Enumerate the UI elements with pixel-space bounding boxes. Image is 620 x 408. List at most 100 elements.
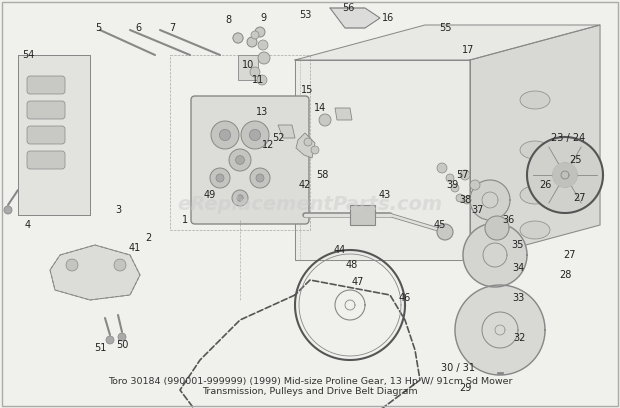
- Circle shape: [229, 149, 251, 171]
- Circle shape: [4, 206, 12, 214]
- FancyBboxPatch shape: [27, 101, 65, 119]
- Circle shape: [66, 259, 78, 271]
- Text: 7: 7: [169, 23, 175, 33]
- Ellipse shape: [520, 221, 550, 239]
- FancyBboxPatch shape: [27, 126, 65, 144]
- Polygon shape: [350, 205, 375, 225]
- Polygon shape: [330, 8, 380, 28]
- Circle shape: [232, 190, 248, 206]
- Text: 32: 32: [514, 333, 526, 343]
- Circle shape: [219, 129, 231, 141]
- Text: 47: 47: [352, 277, 364, 287]
- Text: 27: 27: [574, 193, 587, 203]
- Circle shape: [256, 174, 264, 182]
- Text: 57: 57: [456, 170, 468, 180]
- Text: 27: 27: [564, 250, 576, 260]
- Text: Toro 30184 (990001-999999) (1999) Mid-size Proline Gear, 13 Hp W/ 91cm Sd Mower
: Toro 30184 (990001-999999) (1999) Mid-si…: [108, 377, 512, 396]
- Text: 6: 6: [135, 23, 141, 33]
- Polygon shape: [470, 180, 510, 220]
- Polygon shape: [527, 137, 603, 213]
- Polygon shape: [18, 55, 90, 215]
- Text: 50: 50: [116, 340, 128, 350]
- Text: 34: 34: [512, 263, 524, 273]
- Circle shape: [258, 52, 270, 64]
- Polygon shape: [295, 60, 470, 260]
- Text: 41: 41: [129, 243, 141, 253]
- Circle shape: [216, 174, 224, 182]
- Text: 17: 17: [462, 45, 474, 55]
- Text: 52: 52: [272, 133, 284, 143]
- Circle shape: [319, 114, 331, 126]
- Polygon shape: [553, 163, 577, 187]
- Text: 51: 51: [94, 343, 106, 353]
- Circle shape: [241, 121, 269, 149]
- Circle shape: [463, 196, 471, 204]
- Text: 39: 39: [446, 180, 458, 190]
- Polygon shape: [470, 25, 600, 260]
- Text: 42: 42: [299, 180, 311, 190]
- Text: 54: 54: [22, 50, 34, 60]
- Text: 16: 16: [382, 13, 394, 23]
- Text: 12: 12: [262, 140, 274, 150]
- Text: 46: 46: [399, 293, 411, 303]
- Text: 8: 8: [225, 15, 231, 25]
- Polygon shape: [278, 125, 295, 138]
- Circle shape: [249, 129, 260, 141]
- Polygon shape: [238, 55, 258, 80]
- Circle shape: [470, 180, 480, 190]
- Text: 13: 13: [256, 107, 268, 117]
- Polygon shape: [296, 133, 315, 158]
- Circle shape: [460, 170, 470, 180]
- Circle shape: [237, 195, 243, 201]
- Circle shape: [437, 163, 447, 173]
- Ellipse shape: [520, 186, 550, 204]
- Circle shape: [446, 174, 454, 182]
- Circle shape: [258, 40, 268, 50]
- Text: 49: 49: [204, 190, 216, 200]
- FancyBboxPatch shape: [27, 151, 65, 169]
- Circle shape: [257, 75, 267, 85]
- Circle shape: [106, 336, 114, 344]
- Text: 4: 4: [25, 220, 31, 230]
- Text: 23 / 24: 23 / 24: [551, 133, 585, 143]
- Text: 30 / 31: 30 / 31: [441, 363, 475, 373]
- Text: 5: 5: [95, 23, 101, 33]
- Text: 14: 14: [314, 103, 326, 113]
- Circle shape: [210, 168, 230, 188]
- Text: 58: 58: [316, 170, 328, 180]
- Text: 43: 43: [379, 190, 391, 200]
- Text: 55: 55: [439, 23, 451, 33]
- Circle shape: [437, 224, 453, 240]
- Circle shape: [251, 31, 259, 39]
- Text: 36: 36: [502, 215, 514, 225]
- Circle shape: [311, 146, 319, 154]
- Polygon shape: [50, 245, 140, 300]
- Polygon shape: [463, 223, 527, 287]
- Text: 33: 33: [512, 293, 524, 303]
- Text: 1: 1: [182, 215, 188, 225]
- Text: 29: 29: [459, 383, 471, 393]
- Text: 11: 11: [252, 75, 264, 85]
- Circle shape: [233, 33, 243, 43]
- Circle shape: [451, 184, 459, 192]
- Circle shape: [114, 259, 126, 271]
- Text: 3: 3: [115, 205, 121, 215]
- Circle shape: [250, 168, 270, 188]
- Text: 28: 28: [559, 270, 571, 280]
- FancyBboxPatch shape: [27, 76, 65, 94]
- Text: 37: 37: [472, 205, 484, 215]
- Text: 56: 56: [342, 3, 354, 13]
- Circle shape: [236, 155, 244, 164]
- Text: 53: 53: [299, 10, 311, 20]
- FancyBboxPatch shape: [191, 96, 309, 224]
- Circle shape: [456, 194, 464, 202]
- Polygon shape: [295, 25, 600, 60]
- Circle shape: [233, 33, 243, 43]
- Text: 45: 45: [434, 220, 446, 230]
- Circle shape: [211, 121, 239, 149]
- Polygon shape: [455, 285, 545, 375]
- Text: 48: 48: [346, 260, 358, 270]
- Text: 26: 26: [539, 180, 551, 190]
- Ellipse shape: [520, 141, 550, 159]
- Polygon shape: [335, 108, 352, 120]
